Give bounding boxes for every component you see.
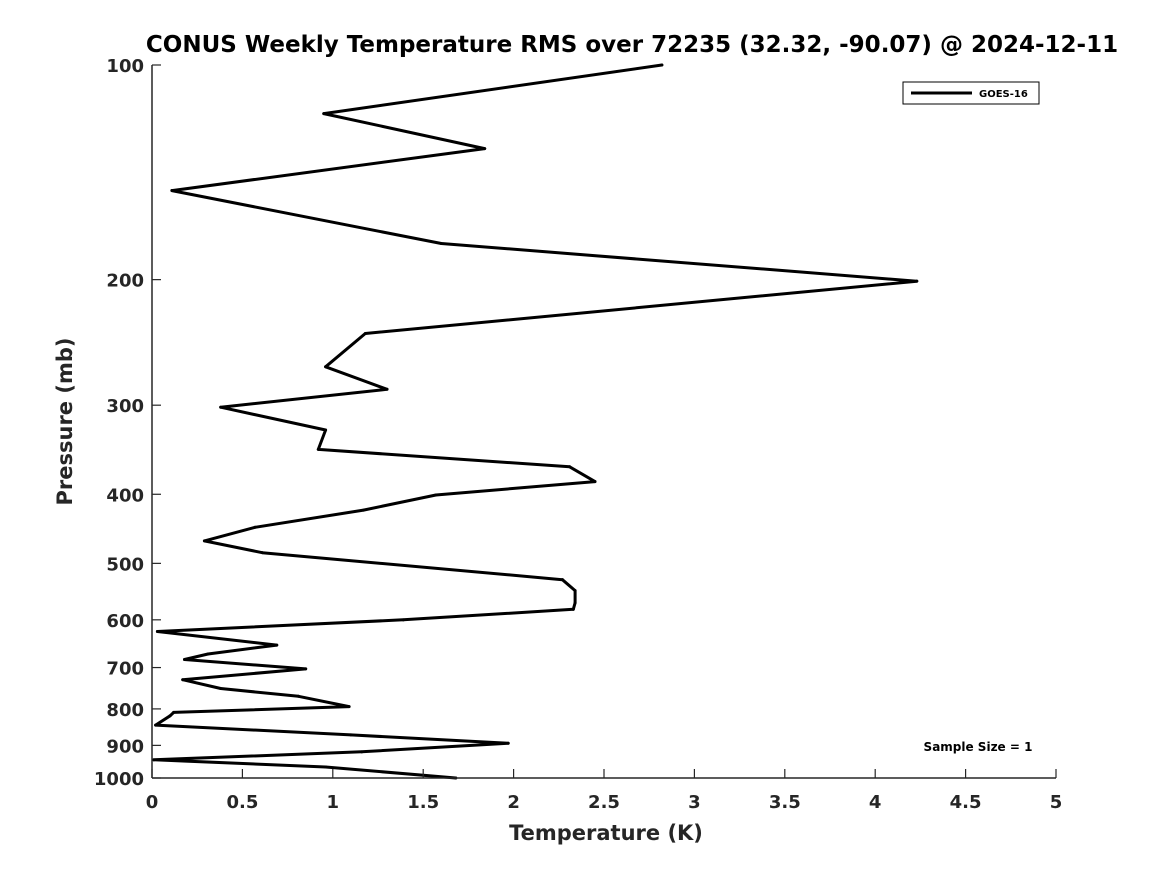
data-point — [324, 428, 328, 432]
data-point — [401, 618, 405, 622]
y-tick-label: 400 — [106, 485, 144, 506]
data-point — [385, 387, 389, 391]
data-point — [571, 607, 575, 611]
data-point — [568, 465, 572, 469]
x-tick-label: 1.5 — [407, 792, 439, 813]
data-point — [593, 480, 597, 484]
data-point — [253, 525, 257, 529]
data-point — [506, 741, 510, 745]
data-point — [915, 279, 919, 283]
x-tick-label: 4 — [869, 792, 882, 813]
data-point — [181, 678, 185, 682]
data-point — [362, 508, 366, 512]
y-tick-label: 500 — [106, 554, 144, 575]
data-point — [324, 765, 328, 769]
x-tick-label: 2.5 — [588, 792, 620, 813]
data-point — [573, 601, 577, 605]
y-tick-label: 200 — [106, 271, 144, 292]
x-tick-label: 0.5 — [226, 792, 258, 813]
data-point — [660, 63, 664, 67]
data-point — [275, 643, 279, 647]
data-point — [439, 242, 443, 246]
y-tick-label: 600 — [106, 611, 144, 632]
y-tick-label: 700 — [106, 659, 144, 680]
plot-area — [152, 65, 1056, 778]
x-tick-label: 5 — [1050, 792, 1063, 813]
series-line-0 — [152, 63, 919, 780]
data-point — [349, 733, 353, 737]
data-point — [170, 189, 174, 193]
data-point — [155, 629, 159, 633]
data-point — [219, 405, 223, 409]
data-point — [206, 652, 210, 656]
data-point — [260, 551, 264, 555]
legend-label: GOES-16 — [979, 89, 1028, 100]
y-tick-label: 100 — [106, 56, 144, 77]
x-axis-label: Temperature (K) — [509, 821, 703, 845]
data-point — [434, 493, 438, 497]
chart-title: CONUS Weekly Temperature RMS over 72235 … — [146, 32, 1118, 58]
x-tick-label: 0 — [146, 792, 159, 813]
y-tick-label: 300 — [106, 396, 144, 417]
data-point — [296, 694, 300, 698]
x-tick-label: 2 — [507, 792, 520, 813]
y-axis-label: Pressure (mb) — [53, 338, 77, 506]
y-tick-label: 800 — [106, 700, 144, 721]
data-point — [322, 112, 326, 116]
sample-size-annotation: Sample Size = 1 — [924, 740, 1033, 754]
data-point — [560, 578, 564, 582]
data-point — [360, 750, 364, 754]
y-tick-label: 900 — [106, 736, 144, 757]
data-point — [324, 365, 328, 369]
data-point — [347, 705, 351, 709]
data-point — [219, 687, 223, 691]
data-point — [573, 589, 577, 593]
x-tick-label: 3 — [688, 792, 701, 813]
x-axis-ticks: 0 0.5 1 1.5 2 2.5 3 3.5 4 4.5 5 — [146, 769, 1063, 813]
legend: GOES-16 — [902, 81, 1040, 105]
y-tick-label: 1000 — [94, 769, 144, 790]
data-point — [202, 539, 206, 543]
data-point — [154, 723, 158, 727]
data-point — [304, 667, 308, 671]
y-axis-ticks: 100 200 300 400 500 600 700 800 900 1000 — [94, 56, 161, 790]
series-group — [152, 63, 919, 780]
data-point — [363, 331, 367, 335]
data-point — [183, 657, 187, 661]
data-point — [152, 758, 156, 762]
data-point — [172, 710, 176, 714]
data-point — [168, 714, 172, 718]
x-tick-label: 3.5 — [769, 792, 801, 813]
data-point — [483, 147, 487, 151]
data-point — [316, 447, 320, 451]
x-tick-label: 4.5 — [950, 792, 982, 813]
x-tick-label: 1 — [327, 792, 340, 813]
